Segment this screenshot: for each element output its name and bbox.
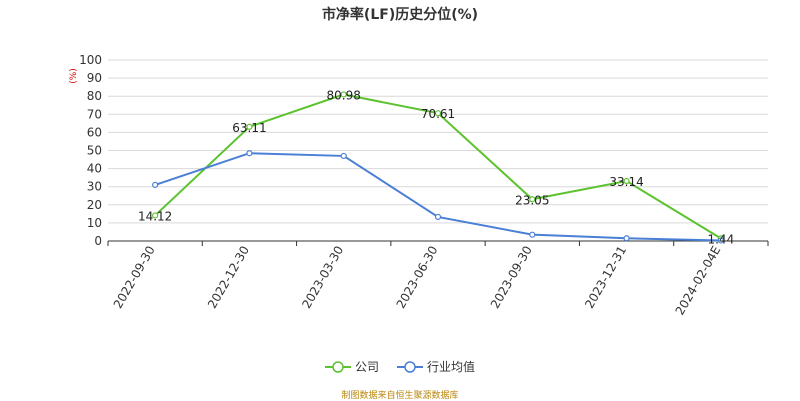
x-tick-label: 2024-02-04E — [673, 244, 724, 318]
x-tick-label: 2023-09-30 — [488, 244, 535, 311]
y-axis-label: (%) — [69, 68, 79, 84]
data-point — [152, 212, 159, 219]
data-point — [623, 235, 630, 242]
source-footer: 制图数据来自恒生聚源数据库 — [341, 391, 459, 401]
y-tick-label: 0 — [94, 234, 102, 248]
data-label: 70.61 — [421, 107, 455, 121]
data-label: 23.05 — [515, 193, 549, 207]
y-tick-label: 70 — [87, 107, 102, 121]
y-tick-label: 10 — [87, 216, 102, 230]
y-tick-label: 60 — [87, 125, 102, 139]
y-tick-label: 20 — [87, 198, 102, 212]
y-tick-label: 30 — [87, 180, 102, 194]
legend-industry-marker — [397, 360, 423, 373]
data-point — [529, 196, 536, 203]
data-label: 1.44 — [707, 232, 734, 246]
data-label: 63.11 — [232, 121, 266, 135]
legend-company-marker — [324, 360, 351, 373]
data-point — [340, 152, 347, 160]
x-tick-label: 2023-03-30 — [299, 244, 346, 311]
x-tick-label: 2023-06-30 — [394, 244, 441, 311]
y-tick-label: 80 — [87, 89, 102, 103]
data-label: 14.12 — [138, 209, 172, 223]
axes: 0 10 20 30 40 50 60 70 80 90 100(%) 2022-09-30 2022-… — [69, 53, 769, 318]
data-label: 80.98 — [327, 88, 361, 102]
chart-title: 市净率(LF)历史分位(%) — [321, 7, 479, 23]
y-tick-label: 100 — [79, 53, 102, 67]
data-point — [340, 91, 347, 98]
x-tick-label: 2023-12-31 — [582, 244, 629, 311]
data-labels: 14.12 63.11 80.98 70.61 23.05 33.14 1.44 — [138, 88, 734, 246]
y-tick-label: 90 — [87, 71, 102, 85]
legend-item-industry[interactable]: 行业均值 — [397, 358, 475, 375]
data-point — [246, 150, 253, 157]
x-tick-label: 2022-09-30 — [111, 244, 158, 311]
legend: 公司 行业均值 — [0, 358, 800, 375]
legend-label-company: 公司 — [354, 360, 379, 374]
data-point — [246, 123, 253, 130]
data-point — [152, 181, 159, 188]
data-label: 33.14 — [609, 175, 643, 189]
legend-item-company[interactable]: 公司 — [324, 358, 379, 375]
series — [152, 91, 724, 244]
data-point — [623, 177, 630, 185]
legend-label-industry: 行业均值 — [427, 360, 476, 374]
x-tick-label: 2022-12-30 — [205, 244, 252, 311]
y-tick-label: 50 — [87, 144, 102, 158]
y-tick-label: 40 — [87, 162, 102, 176]
data-point — [434, 110, 442, 117]
series-line — [154, 152, 721, 242]
data-point — [434, 213, 442, 221]
data-point — [529, 231, 536, 238]
data-point — [717, 237, 724, 244]
